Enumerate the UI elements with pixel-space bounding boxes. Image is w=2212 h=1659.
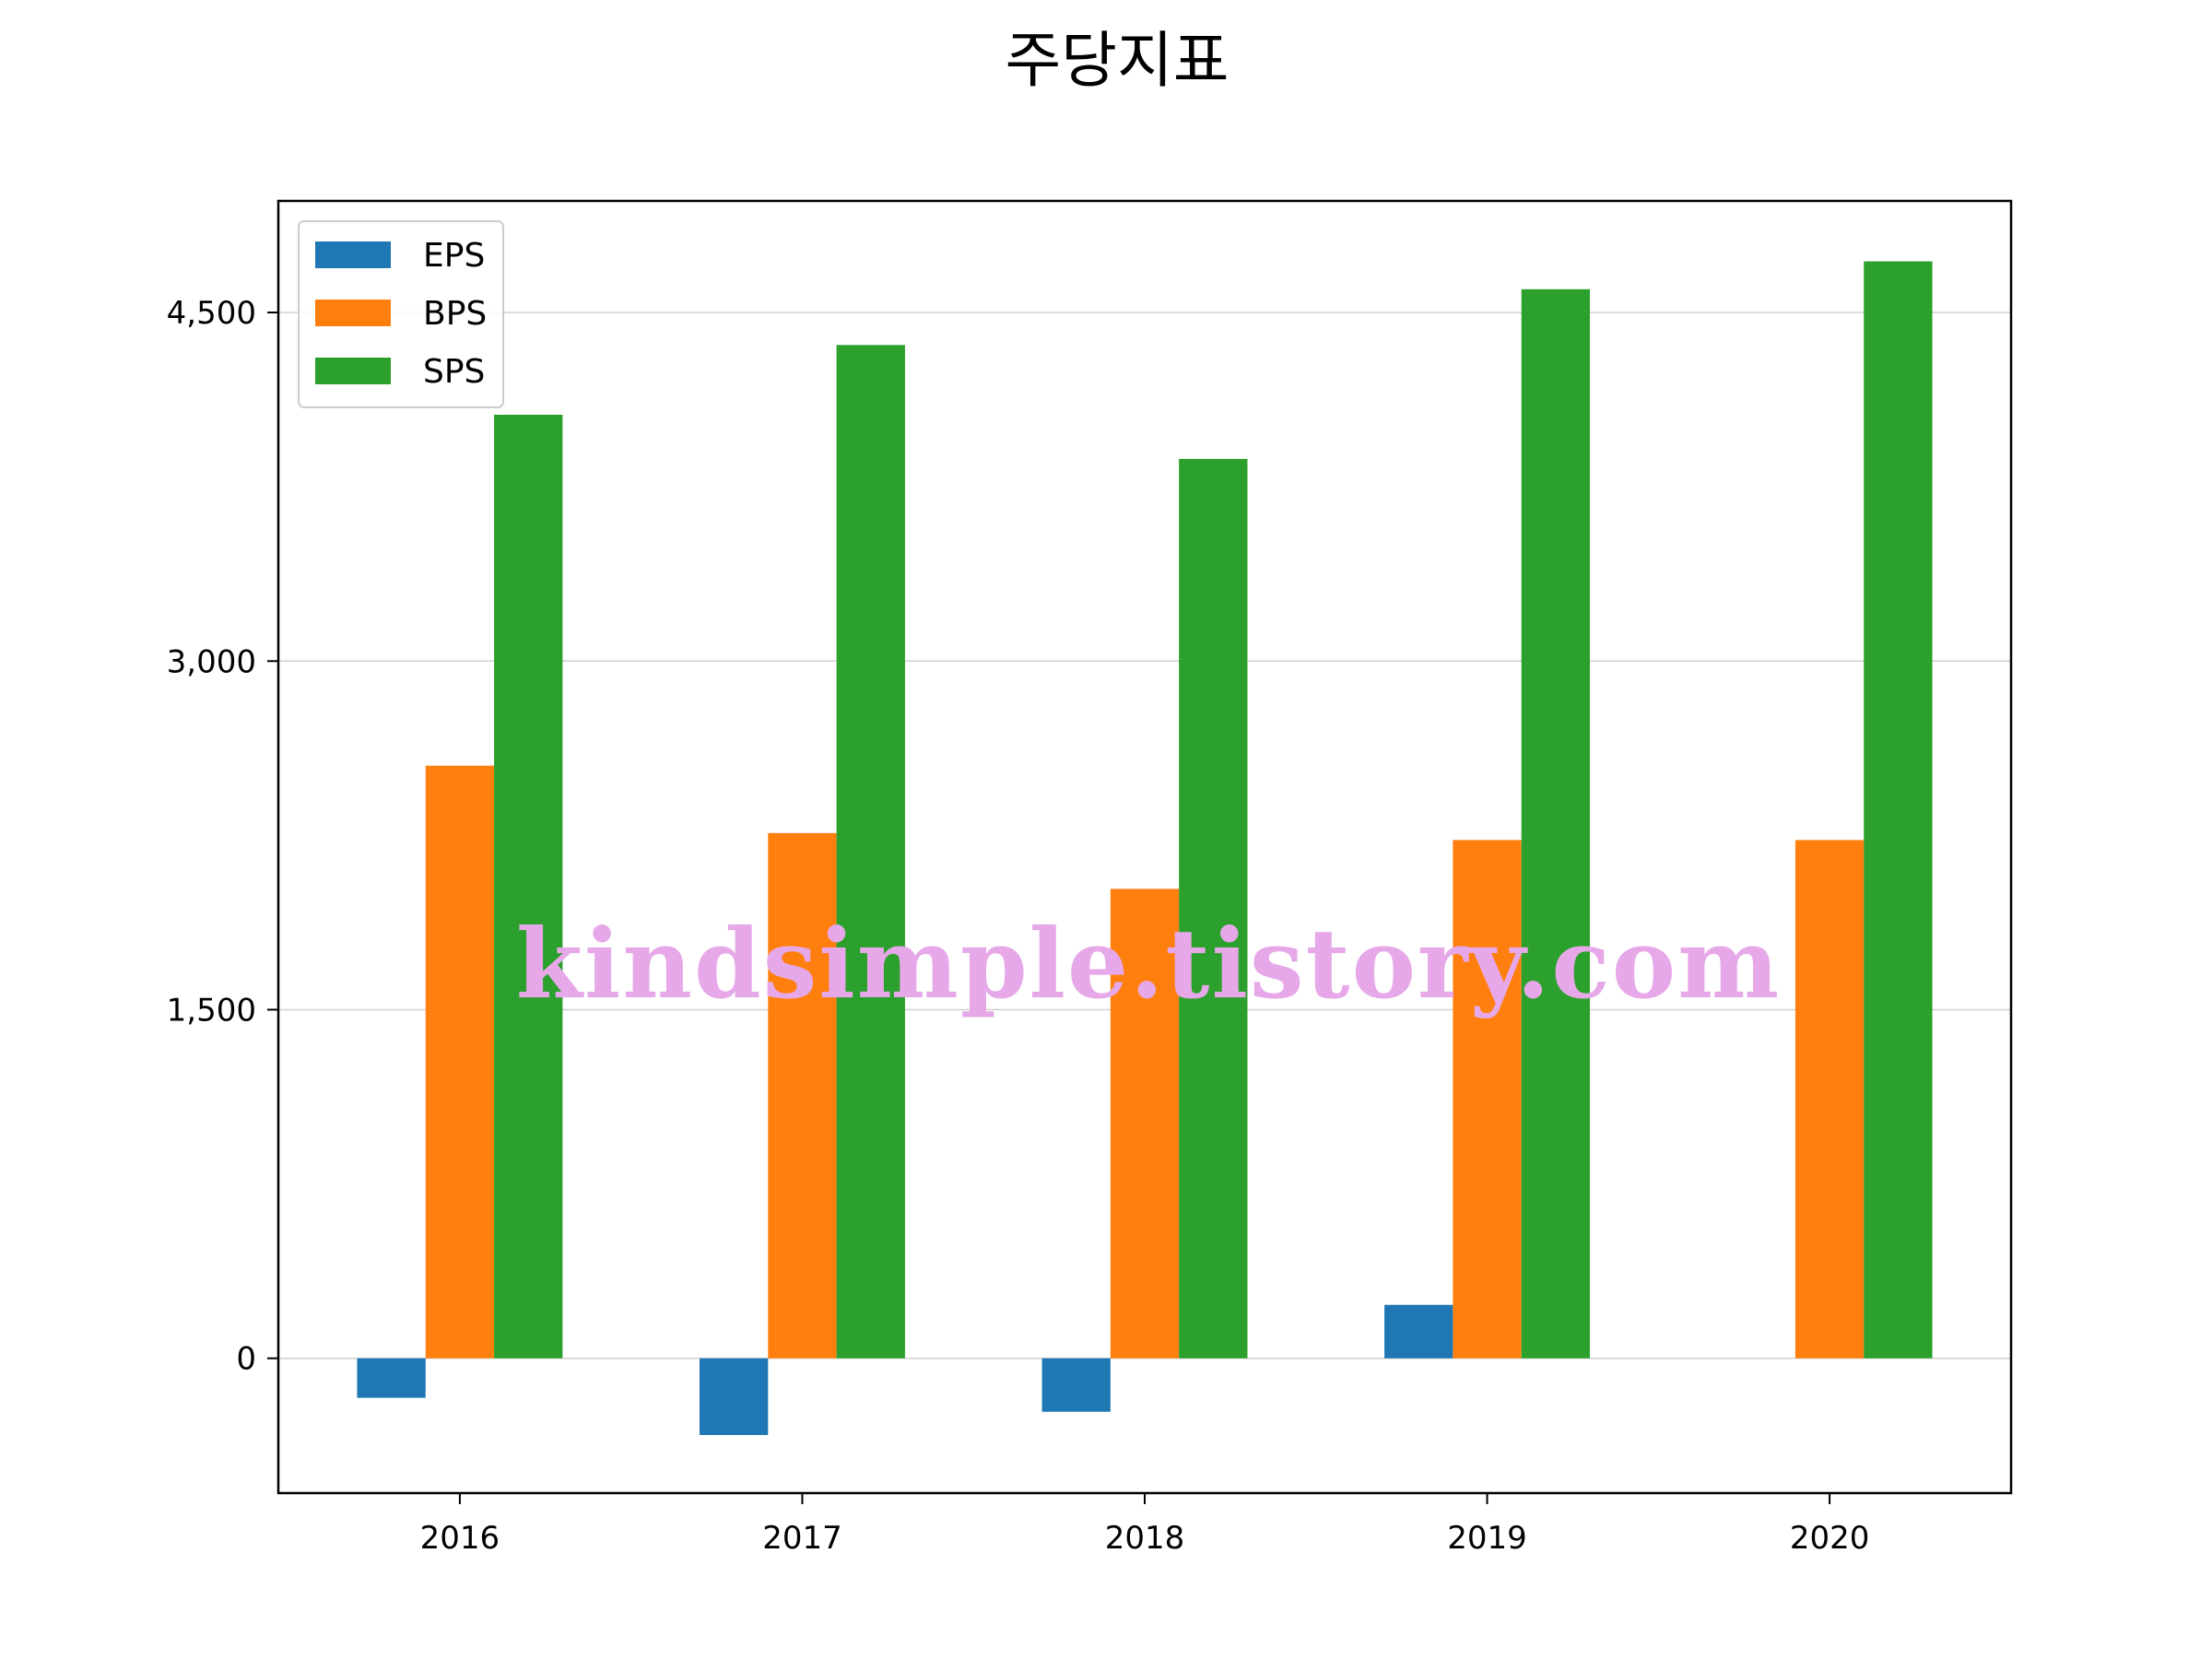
bar-bps-2019 [1453, 840, 1522, 1359]
x-tick-label: 2017 [762, 1520, 842, 1557]
legend-swatch-sps [315, 358, 391, 384]
bar-eps-2018 [1041, 1358, 1111, 1412]
x-tick-label: 2018 [1105, 1520, 1185, 1557]
x-axis: 2016 2017 2018 2019 2020 [420, 1493, 1870, 1557]
watermark-text: kindsimple.tistory.com [516, 907, 1781, 1020]
bar-sps-2017 [836, 345, 905, 1359]
legend-label-sps: SPS [423, 353, 485, 391]
y-axis: 0 1,500 3,000 4,500 [167, 295, 278, 1378]
x-tick-label: 2016 [420, 1520, 500, 1557]
legend-label-eps: EPS [423, 237, 485, 275]
bar-sps-2019 [1521, 288, 1591, 1359]
bar-bps-2018 [1110, 888, 1180, 1359]
legend-label-bps: BPS [423, 295, 487, 333]
y-tick-label: 1,500 [167, 993, 256, 1030]
bar-bps-2017 [768, 832, 837, 1359]
bar-bps-2016 [425, 765, 495, 1359]
legend-swatch-bps [315, 300, 391, 326]
y-tick-label: 4,500 [167, 295, 256, 332]
legend-swatch-eps [315, 241, 391, 268]
bar-sps-2020 [1864, 261, 1933, 1359]
bar-eps-2016 [357, 1358, 426, 1398]
bar-eps-2019 [1384, 1304, 1453, 1359]
bars [357, 261, 1933, 1435]
x-tick-label: 2020 [1790, 1520, 1870, 1557]
y-tick-label: 3,000 [167, 643, 256, 680]
legend: EPS BPS SPS [298, 220, 504, 408]
chart-title: 주당지표 [1006, 25, 1230, 96]
bar-sps-2018 [1179, 458, 1248, 1359]
bar-bps-2020 [1794, 840, 1865, 1359]
x-tick-label: 2019 [1447, 1520, 1527, 1557]
bar-sps-2016 [494, 414, 563, 1359]
bar-eps-2017 [699, 1358, 769, 1435]
y-tick-label: 0 [236, 1341, 256, 1378]
